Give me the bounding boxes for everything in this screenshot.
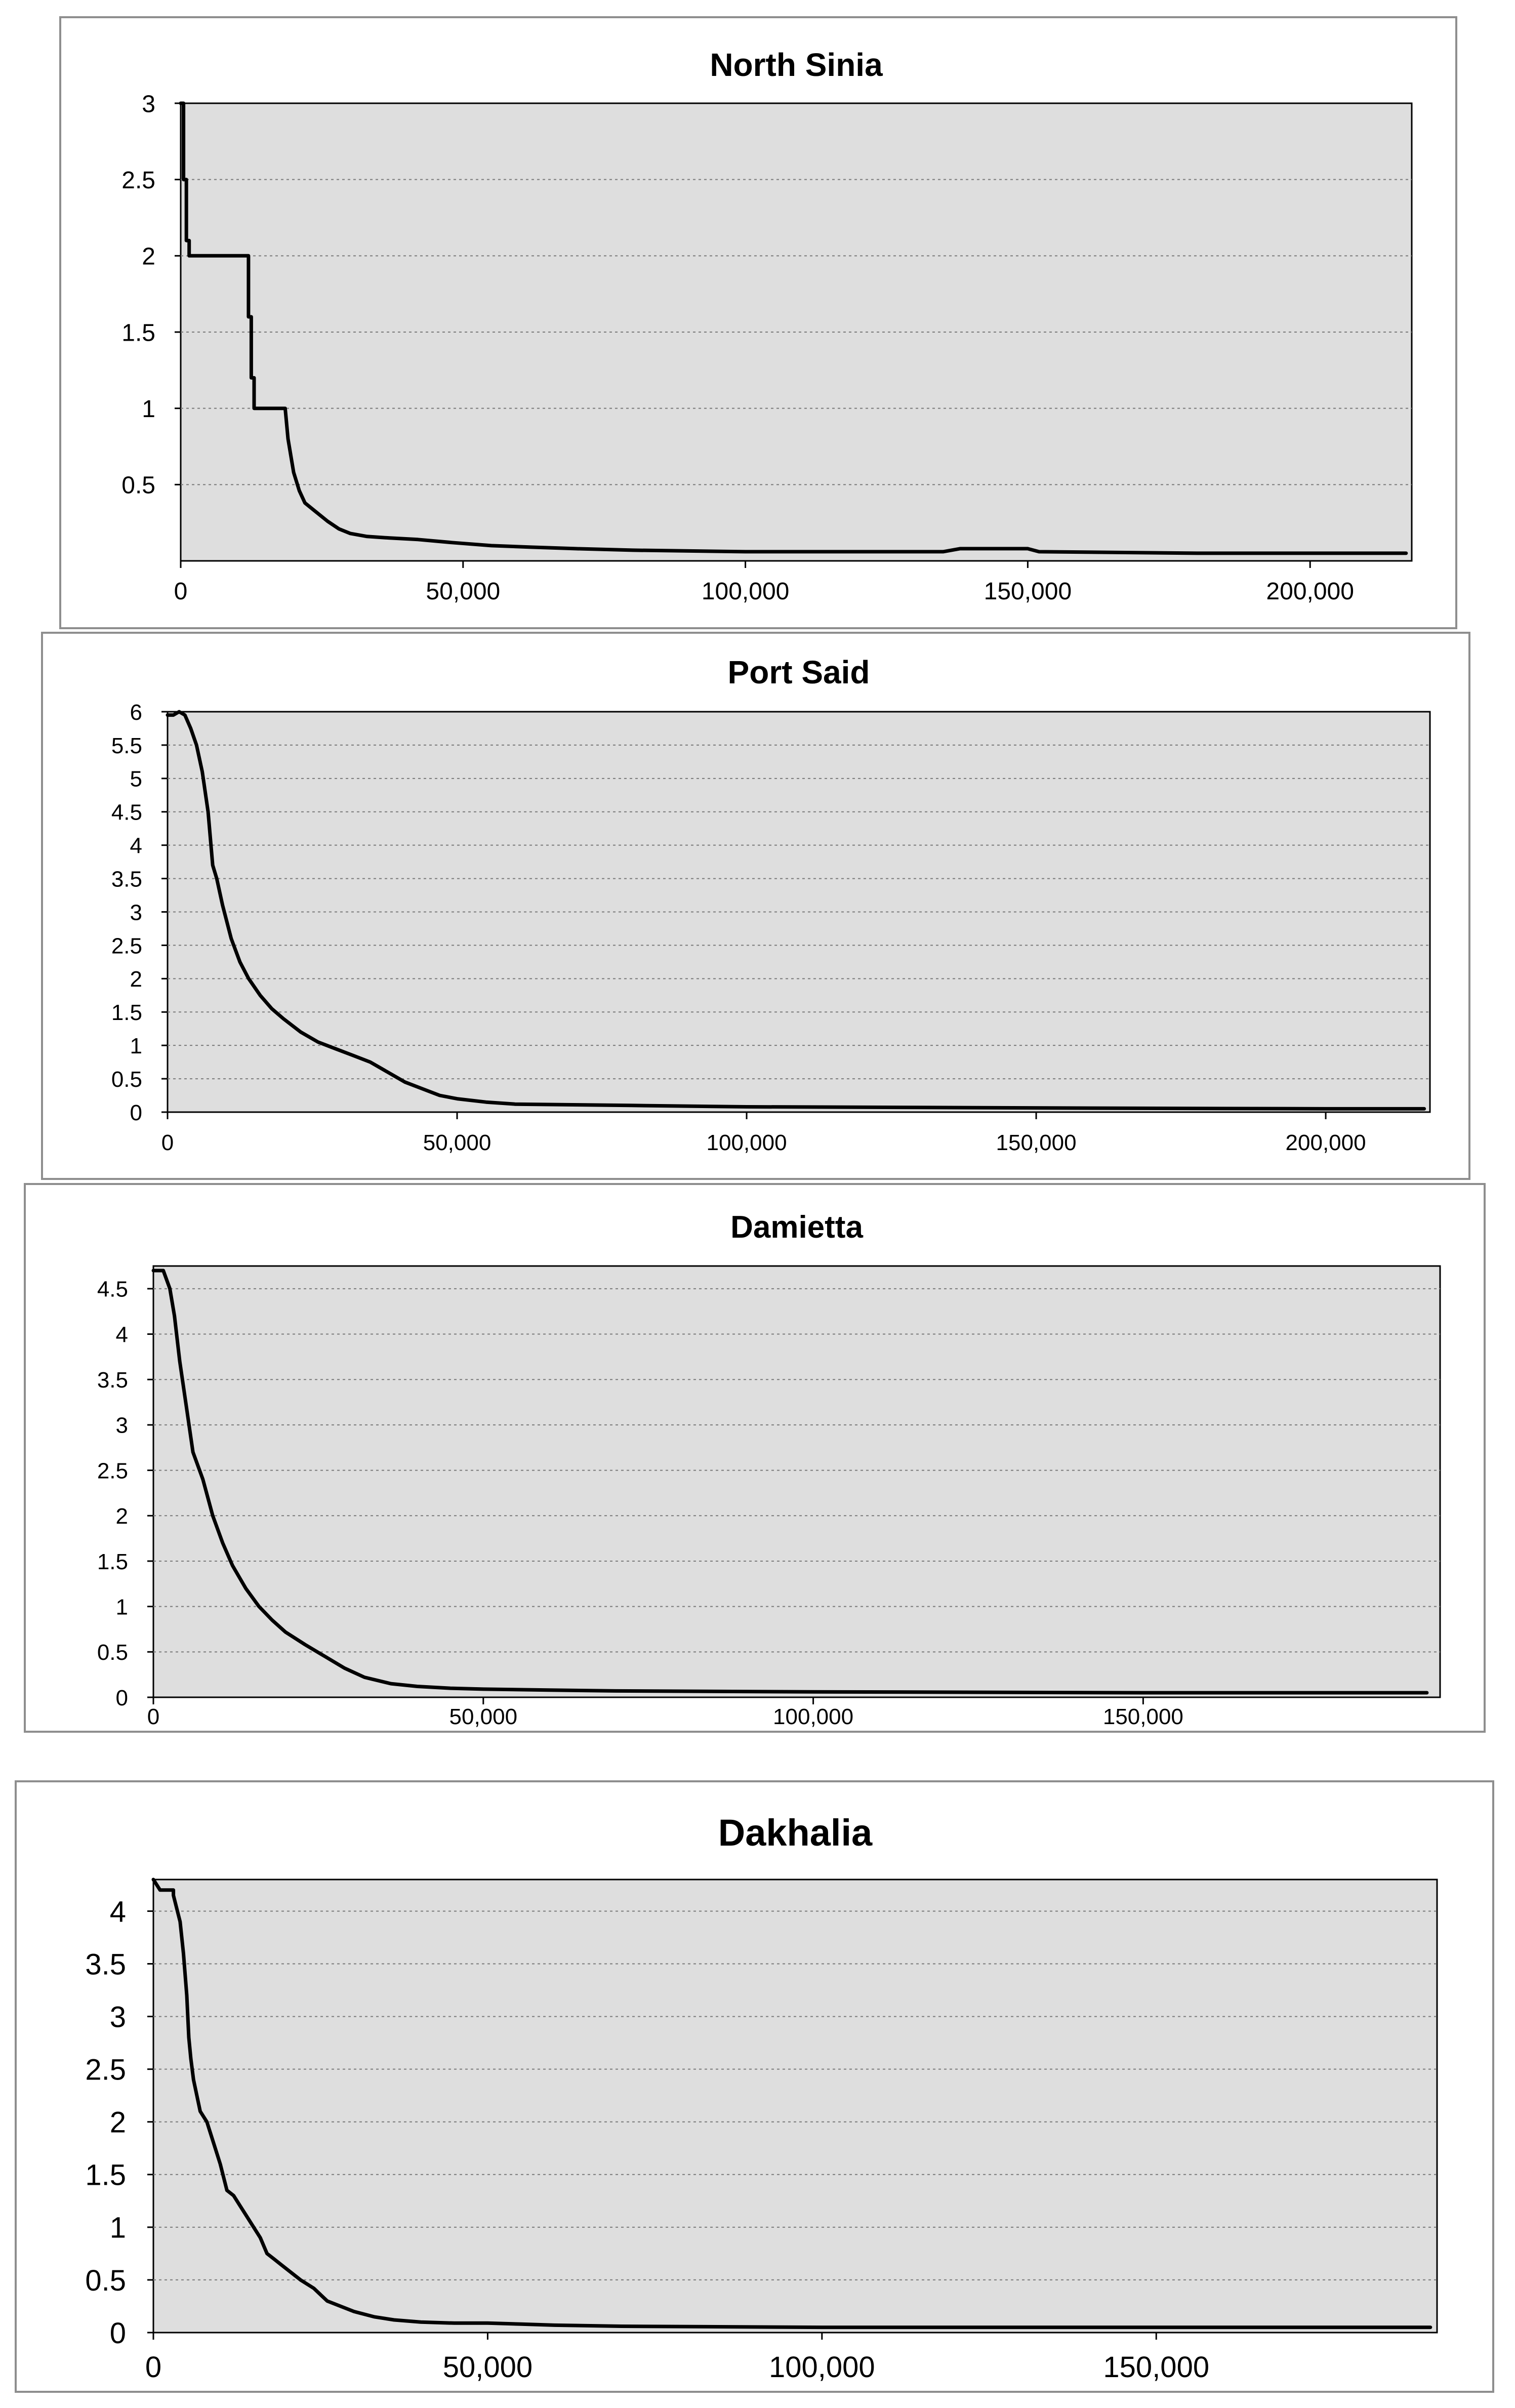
y-tick-label: 1.5 bbox=[121, 319, 155, 346]
x-tick-label: 200,000 bbox=[1266, 578, 1354, 605]
y-tick-label: 1.5 bbox=[111, 1000, 142, 1025]
y-tick-label: 2.5 bbox=[121, 167, 155, 194]
y-tick-label: 1 bbox=[116, 1595, 128, 1619]
chart-port-said: Port Said 0 0.5 1 1.5 2 2.5 3 3.5 4 4.5 5 5.5 6 0 50,00… bbox=[111, 654, 1431, 1155]
plot-area bbox=[152, 1879, 1438, 2334]
x-tick-label: 150,000 bbox=[996, 1130, 1077, 1155]
x-tick-label: 50,000 bbox=[423, 1130, 492, 1155]
x-tick-label: 150,000 bbox=[1103, 1704, 1183, 1729]
x-tick-label: 0 bbox=[145, 2351, 161, 2384]
chart-title: North Sinia bbox=[710, 47, 883, 83]
series-line bbox=[166, 710, 1426, 1111]
y-tick-label: 5.5 bbox=[111, 733, 142, 758]
y-tick-label: 0.5 bbox=[97, 1640, 128, 1665]
y-tick-label: 3 bbox=[110, 2001, 126, 2033]
series-line bbox=[179, 101, 1408, 555]
x-tick-label: 150,000 bbox=[984, 578, 1072, 605]
y-tick-label: 2.5 bbox=[111, 933, 142, 958]
y-tick-label: 0 bbox=[116, 1686, 128, 1710]
y-tick-label: 2 bbox=[142, 243, 155, 270]
y-tick-label: 2 bbox=[110, 2106, 126, 2139]
y-tick-label: 0.5 bbox=[111, 1067, 142, 1092]
x-tick-label: 0 bbox=[174, 578, 188, 605]
y-tick-label: 2.5 bbox=[85, 2054, 126, 2087]
y-tick-label: 5 bbox=[130, 767, 142, 792]
chart-panel-dakhalia: Dakhalia 0 0.5 1 1.5 2 2.5 3 3.5 4 0 50,000 100,000 1… bbox=[15, 1780, 1494, 2393]
chart-dakhalia: Dakhalia 0 0.5 1 1.5 2 2.5 3 3.5 4 0 50,000 100,000 1… bbox=[85, 1812, 1438, 2384]
y-tick-label: 4.5 bbox=[111, 800, 142, 825]
chart-title: Port Said bbox=[728, 654, 870, 690]
x-tick-label: 50,000 bbox=[443, 2351, 533, 2384]
y-tick-label: 2 bbox=[130, 967, 142, 992]
y-tick-label: 3 bbox=[116, 1413, 128, 1438]
x-tick-label: 50,000 bbox=[449, 1704, 518, 1729]
y-tick-label: 3.5 bbox=[111, 867, 142, 891]
chart-title: Damietta bbox=[730, 1210, 863, 1245]
x-tick-label: 100,000 bbox=[769, 2351, 875, 2384]
x-tick-label: 200,000 bbox=[1286, 1130, 1366, 1155]
plot-area bbox=[152, 1265, 1441, 1698]
x-tick-label: 150,000 bbox=[1103, 2351, 1209, 2384]
x-tick-label: 0 bbox=[147, 1704, 159, 1729]
chart-panel-port-said: Port Said 0 0.5 1 1.5 2 2.5 3 3.5 4 4.5 5 5.5 6 0 50,00… bbox=[41, 632, 1470, 1180]
y-tick-label: 1.5 bbox=[85, 2159, 126, 2192]
y-tick-label: 3 bbox=[130, 900, 142, 925]
x-tick-label: 0 bbox=[161, 1130, 174, 1155]
y-tick-label: 0.5 bbox=[121, 472, 155, 499]
chart-title: Dakhalia bbox=[718, 1812, 873, 1854]
y-tick-label: 0 bbox=[130, 1100, 142, 1125]
y-tick-label: 4.5 bbox=[97, 1277, 128, 1302]
y-tick-label: 0.5 bbox=[85, 2264, 126, 2297]
y-tick-label: 3.5 bbox=[85, 1948, 126, 1981]
y-tick-label: 1.5 bbox=[97, 1549, 128, 1574]
y-tick-label: 3 bbox=[142, 91, 155, 117]
x-tick-label: 100,000 bbox=[773, 1704, 853, 1729]
chart-damietta: Damietta 0 0.5 1 1.5 2 2.5 3 3.5 4 4.5 0 50,000 100,0… bbox=[97, 1210, 1441, 1729]
y-tick-label: 2.5 bbox=[97, 1458, 128, 1483]
chart-panel-damietta: Damietta 0 0.5 1 1.5 2 2.5 3 3.5 4 4.5 0 50,000 100,0… bbox=[24, 1183, 1486, 1733]
y-tick-label: 4 bbox=[116, 1322, 128, 1347]
x-tick-label: 100,000 bbox=[707, 1130, 787, 1155]
series-line bbox=[151, 1878, 1432, 2330]
chart-panel-north-sinia: North Sinia 0.5 1 1.5 2 2.5 3 0 50,000 100,000 150… bbox=[59, 16, 1457, 629]
y-tick-label: 4 bbox=[130, 834, 142, 859]
y-tick-label: 6 bbox=[130, 700, 142, 725]
y-tick-label: 1 bbox=[142, 396, 155, 423]
y-tick-label: 1 bbox=[130, 1034, 142, 1058]
y-tick-label: 1 bbox=[110, 2212, 126, 2244]
y-tick-label: 3.5 bbox=[97, 1368, 128, 1393]
series-line bbox=[151, 1269, 1429, 1695]
y-tick-label: 2 bbox=[116, 1504, 128, 1529]
chart-north-sinia: North Sinia 0.5 1 1.5 2 2.5 3 0 50,000 100,000 150… bbox=[121, 47, 1413, 605]
y-tick-label: 0 bbox=[110, 2317, 126, 2350]
x-tick-label: 100,000 bbox=[702, 578, 790, 605]
x-tick-label: 50,000 bbox=[426, 578, 500, 605]
y-tick-label: 4 bbox=[110, 1895, 126, 1928]
